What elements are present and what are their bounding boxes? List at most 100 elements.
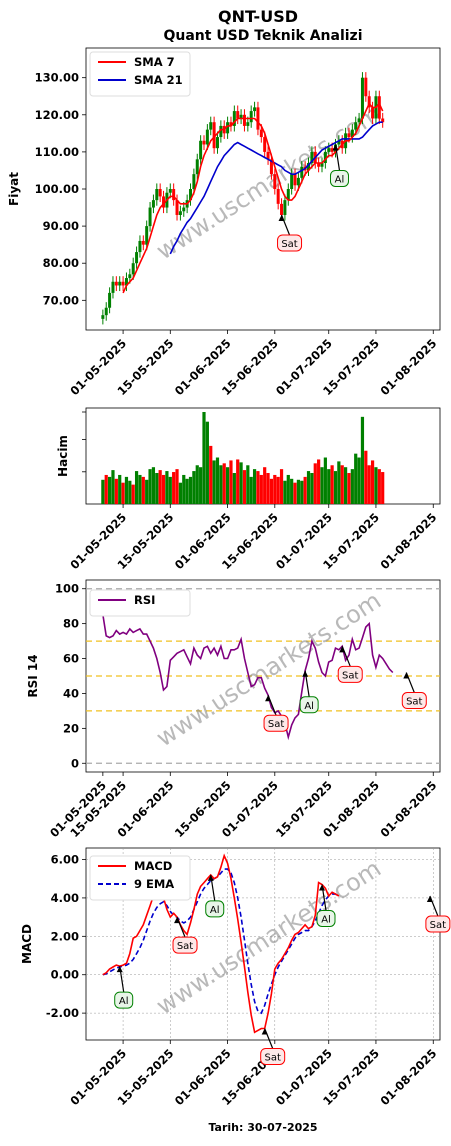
candle-body — [253, 107, 257, 112]
candle-body — [276, 189, 280, 204]
volume-bar — [337, 461, 341, 504]
volume-bar — [108, 476, 112, 504]
date-footer: Tarih: 30-07-2025 — [208, 1121, 317, 1134]
volume-bar — [296, 479, 300, 504]
legend-label: SMA 21 — [134, 73, 183, 87]
volume-bar — [172, 472, 176, 504]
legend-label: RSI — [134, 593, 155, 607]
signal-arrowhead — [302, 670, 309, 677]
candle-body — [300, 166, 304, 178]
macd-panel: -2.000.002.004.006.0001-05-202515-05-202… — [20, 847, 451, 1108]
volume-bar — [212, 460, 216, 504]
volume-bar — [367, 465, 371, 504]
volume-bar — [370, 460, 375, 504]
volume-bar — [111, 470, 115, 504]
candle-body — [118, 281, 122, 286]
sell-signal-box — [425, 915, 451, 933]
candle-body — [337, 140, 341, 145]
sma7-line — [122, 102, 384, 294]
candle-body — [283, 200, 287, 215]
volume-bar — [232, 473, 236, 504]
candle-body — [151, 200, 155, 208]
volume-bar — [320, 467, 324, 504]
candle-body — [327, 148, 331, 152]
candle-body — [242, 114, 246, 126]
volume-bar — [310, 473, 314, 504]
volume-bar — [118, 474, 122, 504]
volume-bar — [128, 480, 132, 504]
sell-signal-box — [337, 665, 363, 683]
volume-bar — [354, 453, 358, 504]
candle-body — [195, 159, 199, 175]
candle-body — [182, 207, 186, 212]
y-tick-label: 80 — [63, 617, 79, 631]
legend-label: MACD — [134, 859, 172, 873]
volume-bar — [121, 482, 125, 504]
legend-label: 9 EMA — [134, 877, 174, 891]
sell-signal-label: Sat — [264, 1052, 280, 1063]
volume-bar — [219, 465, 223, 504]
signal-arrowhead — [332, 144, 339, 151]
candle-body — [310, 151, 314, 164]
volume-bar — [266, 473, 270, 504]
sell-signal-box — [401, 692, 427, 710]
sell-signal-box — [172, 936, 198, 954]
signal-arrowhead — [116, 966, 123, 973]
candle-body — [162, 196, 166, 208]
sell-signal-box — [263, 714, 289, 732]
volume-bar — [256, 471, 260, 504]
y-tick-label: -2.00 — [46, 1006, 79, 1020]
signal-arrowhead — [426, 896, 433, 902]
candle-body — [131, 263, 135, 275]
watermark-text: www.uscmarkets.com — [151, 99, 386, 265]
y-tick-label: 4.00 — [51, 891, 79, 905]
candle-body — [259, 129, 263, 138]
buy-signal-box — [329, 169, 349, 187]
candle-body — [323, 151, 327, 164]
sell-signal-label: Sat — [406, 697, 422, 708]
y-tick-label: 80.00 — [43, 256, 79, 270]
buy-signal-label: Al — [321, 914, 331, 925]
buy-signal-box — [114, 991, 134, 1009]
volume-bar — [124, 476, 129, 504]
candle-body — [128, 274, 132, 279]
volume-bar — [151, 467, 156, 504]
candle-body — [215, 137, 219, 149]
candle-body — [192, 174, 196, 189]
x-tick-label: 01-08-2025 — [377, 336, 439, 398]
macd-line — [102, 853, 340, 1034]
candle-body — [246, 122, 250, 126]
volume-bar — [283, 480, 287, 504]
volume-bar — [209, 445, 213, 504]
candle-body — [141, 240, 145, 245]
price-panel: 70.00 80.00 90.00 100.00 110.00 120.00 130.00 0… — [7, 47, 441, 398]
signal-arrowhead — [403, 672, 410, 679]
candle-body — [296, 177, 300, 186]
volume-bar — [138, 474, 142, 504]
volume-bar — [229, 460, 233, 504]
candle-body — [263, 137, 267, 152]
candle-body — [273, 174, 277, 189]
sell-signal-label: Sat — [430, 920, 446, 931]
volume-bar — [377, 469, 381, 504]
y-tick-label: 20 — [63, 721, 79, 735]
volume-bar — [259, 474, 263, 504]
volume-bar — [134, 471, 139, 504]
candle-body — [199, 140, 203, 160]
candle-body — [381, 118, 385, 123]
y-tick-label: 130.00 — [35, 71, 79, 85]
sell-signal-label: Sat — [342, 670, 358, 681]
volume-bar — [279, 469, 284, 504]
candle-body — [226, 122, 230, 134]
candle-body — [189, 189, 193, 201]
candle-body — [155, 189, 159, 201]
candle-body — [360, 77, 364, 119]
buy-signal-box — [205, 900, 225, 918]
candle-body — [175, 200, 179, 215]
rsi-panel: 02040608010001-05-202515-05-202501-06-20… — [26, 579, 441, 840]
chart-title: QNT-USD — [218, 7, 298, 26]
candle-body — [330, 148, 334, 152]
candle-body — [350, 129, 354, 138]
candle-body — [135, 252, 139, 264]
